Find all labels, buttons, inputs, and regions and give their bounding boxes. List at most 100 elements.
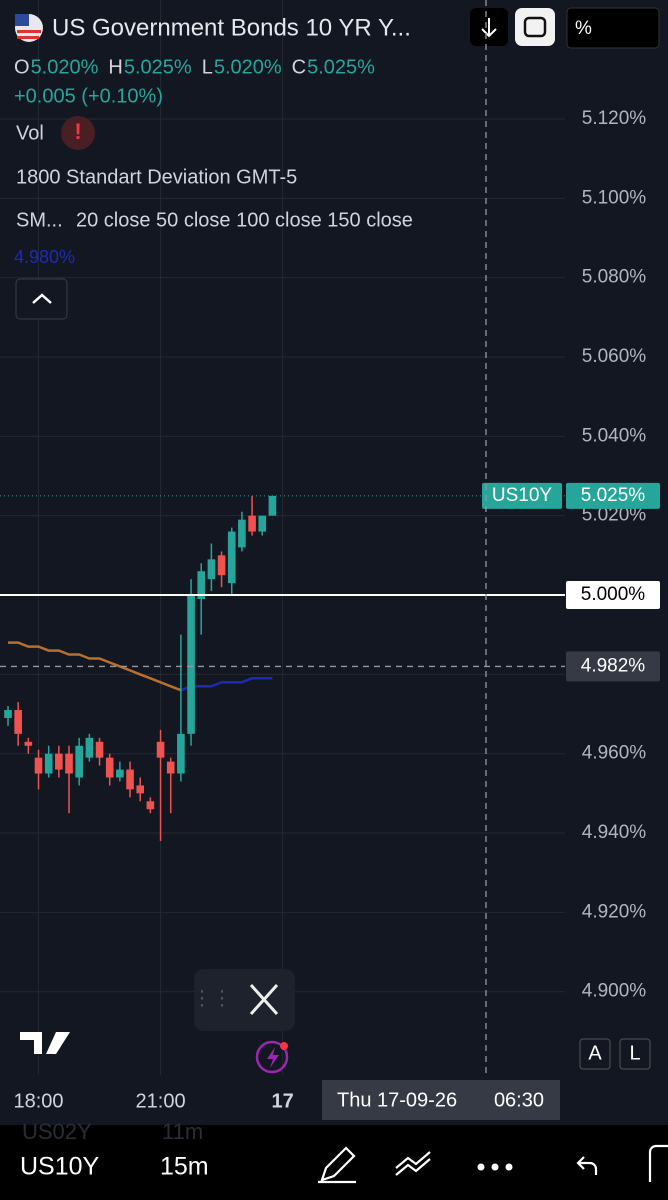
scale-button[interactable]	[619, 1038, 651, 1070]
x-tick-label: 21:00	[136, 1090, 186, 1112]
ohlc-value: 5.020%	[214, 56, 282, 78]
indicators-tool[interactable]	[395, 1151, 431, 1176]
ohlc-value: 5.020%	[31, 56, 99, 78]
x-tick-label: 17	[271, 1090, 293, 1112]
draw-tool[interactable]	[318, 1146, 356, 1184]
y-tick-label: 5.040%	[582, 425, 647, 446]
compare-button[interactable]	[515, 8, 555, 46]
candle-body	[166, 761, 175, 774]
bottom-bar	[0, 1125, 668, 1200]
candle-body	[34, 757, 43, 774]
flag-canton	[15, 14, 29, 26]
crosshair-date: Thu 17-09-26	[337, 1089, 457, 1111]
crosshair-price-text: 4.982%	[581, 655, 646, 676]
candle-body	[105, 757, 114, 778]
ohlc-key: O	[14, 56, 30, 78]
error-icon[interactable]	[61, 116, 95, 150]
unit-text: %	[575, 18, 592, 39]
flag-stripe	[17, 36, 39, 39]
drag-handle: ⋮⋮	[192, 987, 232, 1009]
candle-body	[217, 555, 226, 576]
interval-button[interactable]: 15m	[160, 1153, 209, 1181]
moving-average	[180, 677, 273, 692]
menu-edge[interactable]	[648, 1144, 668, 1182]
symbol-tag	[482, 482, 562, 509]
price-line-tag	[566, 581, 660, 610]
candle-body	[75, 745, 83, 778]
moving-average	[8, 641, 182, 692]
candle-body	[116, 769, 124, 778]
grid	[0, 0, 565, 1075]
candle-body	[156, 741, 165, 758]
candle-body	[14, 710, 22, 734]
sma-params-clip: 20 close 50 close 100 close 150 close	[76, 209, 413, 231]
candle-body	[136, 785, 145, 794]
candle-body	[227, 531, 236, 584]
candle-body	[146, 801, 155, 810]
volume-label[interactable]: Vol	[16, 122, 44, 144]
collapse-button[interactable]	[15, 278, 68, 320]
y-tick-label: 4.920%	[582, 901, 647, 922]
error-mark: !	[74, 119, 81, 144]
x-tick-label: 18:00	[13, 1090, 63, 1112]
scale-button-label: A	[588, 1042, 602, 1064]
y-tick-label: 5.080%	[582, 267, 647, 288]
scale-button-label: L	[629, 1042, 640, 1064]
change: +0.005 (+0.10%)	[14, 85, 163, 107]
flag-stripe	[17, 30, 41, 33]
price-tag	[566, 482, 660, 509]
ohlc-key: H	[108, 56, 122, 78]
candle-body	[187, 595, 195, 734]
ohlc-key: C	[292, 56, 306, 78]
price-line-tag-text: 5.000%	[581, 584, 646, 605]
prev-symbol: US02Y	[22, 1119, 92, 1144]
candle-body	[197, 571, 206, 599]
more-button[interactable]	[477, 1163, 513, 1171]
candle-body	[65, 753, 73, 774]
symbol-title[interactable]: US Government Bonds 10 YR Y...	[52, 14, 411, 41]
indicator-label[interactable]: 1800 Standart Deviation GMT-5	[16, 166, 297, 188]
unit-box[interactable]	[566, 7, 660, 49]
price-tag-text: 5.025%	[581, 485, 646, 506]
alert-icon[interactable]	[255, 1040, 289, 1074]
sma-params: 20 close 50 close 100 close 150 close	[76, 209, 413, 231]
y-tick-label: 5.100%	[582, 187, 647, 208]
compare-icon	[523, 16, 547, 38]
ohlc-value: 5.025%	[307, 56, 375, 78]
crosshair-time-tag	[322, 1080, 560, 1120]
bolt	[267, 1047, 279, 1068]
candle-body	[258, 515, 267, 532]
crosshair-price-tag	[566, 651, 660, 682]
candle-body	[268, 495, 277, 516]
download-icon	[481, 18, 497, 38]
plot	[4, 495, 277, 841]
y-tick-label: 5.120%	[582, 108, 647, 129]
x-widget[interactable]	[194, 969, 295, 1031]
ohlc-value: 5.025%	[124, 56, 192, 78]
candle-body	[85, 737, 94, 758]
prev-interval: 11m	[162, 1119, 203, 1144]
candle-body	[238, 519, 246, 548]
sma-label[interactable]: SM...	[16, 209, 63, 231]
candle-body	[177, 733, 185, 774]
scale-button[interactable]	[579, 1038, 611, 1070]
y-tick-label: 4.960%	[582, 743, 647, 764]
symbol-button[interactable]: US10Y	[20, 1153, 100, 1181]
symbol-tag-text: US10Y	[492, 485, 553, 506]
ohlc-row: O 5.020% H 5.025% L 5.020% C 5.025%	[14, 56, 375, 78]
candle-body	[44, 753, 53, 774]
y-tick-label: 4.940%	[582, 822, 647, 843]
candle-body	[248, 515, 256, 532]
candle-body	[24, 741, 33, 746]
undo-button[interactable]	[576, 1156, 598, 1175]
candle-body	[126, 769, 134, 790]
candle-body	[4, 710, 12, 718]
candle-body	[55, 753, 63, 770]
y-tick-label: 5.020%	[582, 505, 647, 526]
sma-value: 4.980%	[14, 247, 75, 267]
candle-body	[207, 559, 216, 580]
